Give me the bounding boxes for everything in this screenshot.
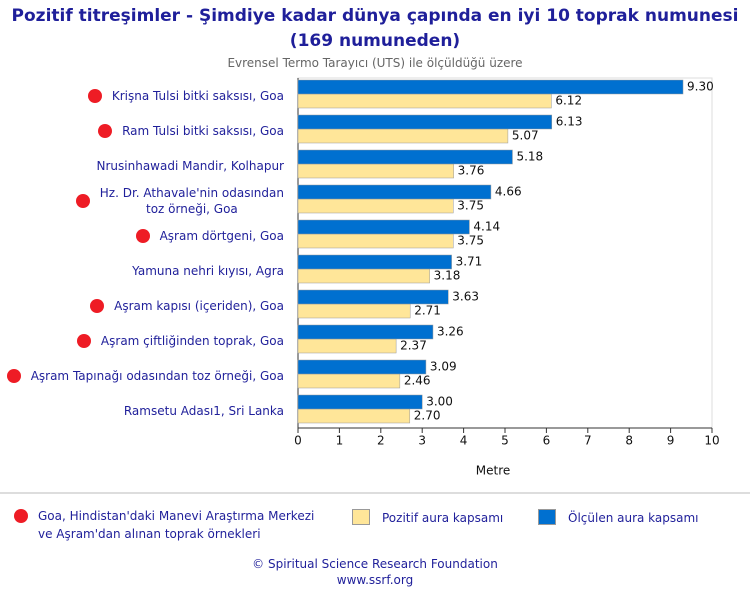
x-tick-label: 4 (460, 434, 468, 448)
marker-dot (135, 228, 150, 243)
legend-swatch (352, 509, 370, 525)
chart-title: Pozitif titreşimler - Şimdiye kadar düny… (11, 6, 739, 51)
marker-dot (6, 368, 21, 383)
bar (297, 289, 449, 305)
value-label: 5.07 (512, 129, 539, 143)
value-label: 3.09 (430, 360, 457, 374)
legend-text: Goa, Hindistan'daki Manevi Araştırma Mer… (38, 509, 315, 541)
bar (297, 79, 684, 95)
bar (297, 219, 470, 235)
bar (297, 198, 454, 214)
category-label: Krişna Tulsi bitki saksısı, Goa (87, 78, 284, 113)
x-tick-label: 7 (584, 434, 592, 448)
category-text: Krişna Tulsi bitki saksısı, Goa (111, 88, 284, 103)
legend-item: Pozitif aura kapsamı (352, 509, 503, 527)
legend-swatch (538, 509, 556, 525)
bar (297, 408, 411, 424)
marker-dot (90, 298, 105, 313)
category-text: Nrusinhawadi Mandir, Kolhapur (96, 158, 285, 173)
category-label: Aşram dörtgeni, Goa (135, 218, 284, 253)
category-label: Aşram çiftliğinden toprak, Goa (76, 323, 284, 358)
marker-dot (75, 193, 90, 208)
bar (297, 128, 509, 144)
value-label: 3.76 (458, 164, 485, 178)
value-label: 3.75 (457, 234, 484, 248)
value-label: 9.30 (687, 80, 714, 94)
bar (297, 268, 430, 284)
bar (297, 394, 423, 410)
value-label: 6.13 (556, 115, 583, 129)
legend-item: Goa, Hindistan'daki Manevi Araştırma Mer… (14, 507, 314, 543)
bar (297, 163, 454, 179)
x-tick-label: 8 (625, 434, 633, 448)
category-label: Aşram kapısı (içeriden), Goa (90, 288, 284, 323)
value-label: 3.71 (456, 255, 483, 269)
marker-dot (14, 509, 28, 523)
x-tick-label: 0 (294, 434, 302, 448)
category-label: Yamuna nehri kıyısı, Agra (132, 253, 284, 288)
bar (297, 324, 434, 340)
x-tick-label: 6 (543, 434, 551, 448)
category-label: Ramsetu Adası1, Sri Lanka (124, 393, 284, 428)
marker-dot (98, 123, 113, 138)
value-label: 3.63 (452, 290, 479, 304)
legend-item: Ölçülen aura kapsamı (538, 509, 699, 527)
value-label: 4.14 (473, 220, 500, 234)
bar (297, 184, 492, 200)
bar (297, 93, 552, 109)
value-label: 3.18 (434, 269, 461, 283)
category-text: Aşram çiftliğinden toprak, Goa (100, 333, 284, 348)
bar (297, 338, 397, 354)
x-tick-label: 1 (336, 434, 344, 448)
value-label: 2.46 (404, 374, 431, 388)
x-tick-label: 10 (704, 434, 719, 448)
category-label: Ram Tulsi bitki saksısı, Goa (98, 113, 284, 148)
value-label: 4.66 (495, 185, 522, 199)
value-label: 5.18 (516, 150, 543, 164)
category-text: Aşram dörtgeni, Goa (159, 228, 284, 243)
x-tick-label: 9 (667, 434, 675, 448)
x-tick-label: 3 (418, 434, 426, 448)
value-label: 2.71 (414, 304, 441, 318)
category-text: Yamuna nehri kıyısı, Agra (132, 263, 284, 278)
category-text: Hz. Dr. Athavale'nin odasından toz örneğ… (99, 185, 284, 216)
chart-subtitle: Evrensel Termo Tarayıcı (UTS) ile ölçüld… (227, 56, 523, 70)
marker-dot (76, 333, 91, 348)
value-label: 2.70 (414, 409, 441, 423)
bar (297, 233, 454, 249)
legend-text: Pozitif aura kapsamı (382, 511, 504, 525)
footer-text: www.ssrf.org (336, 573, 414, 587)
category-label: Nrusinhawadi Mandir, Kolhapur (97, 148, 285, 183)
bar (297, 373, 401, 389)
x-tick-label: 2 (377, 434, 385, 448)
category-label: Aşram Tapınağı odasından toz örneği, Goa (6, 358, 284, 393)
x-tick-label: 5 (501, 434, 509, 448)
value-label: 3.75 (457, 199, 484, 213)
legend-text: Ölçülen aura kapsamı (568, 511, 699, 525)
bar (297, 149, 513, 165)
value-label: 3.00 (426, 395, 453, 409)
footer-text: © Spiritual Science Research Foundation (252, 557, 498, 571)
bar (297, 254, 452, 270)
value-label: 6.12 (555, 94, 582, 108)
category-text: Aşram Tapınağı odasından toz örneği, Goa (30, 368, 284, 383)
x-axis-label: Metre (476, 464, 511, 478)
bar (297, 303, 411, 319)
bar (297, 359, 427, 375)
category-text: Aşram kapısı (içeriden), Goa (114, 298, 284, 313)
marker-dot (87, 88, 102, 103)
bar (297, 114, 553, 130)
category-text: Ramsetu Adası1, Sri Lanka (123, 403, 284, 418)
value-label: 3.26 (437, 325, 464, 339)
value-label: 2.37 (400, 339, 427, 353)
category-label: Hz. Dr. Athavale'nin odasından toz örneğ… (75, 183, 284, 218)
category-text: Ram Tulsi bitki saksısı, Goa (122, 123, 284, 138)
